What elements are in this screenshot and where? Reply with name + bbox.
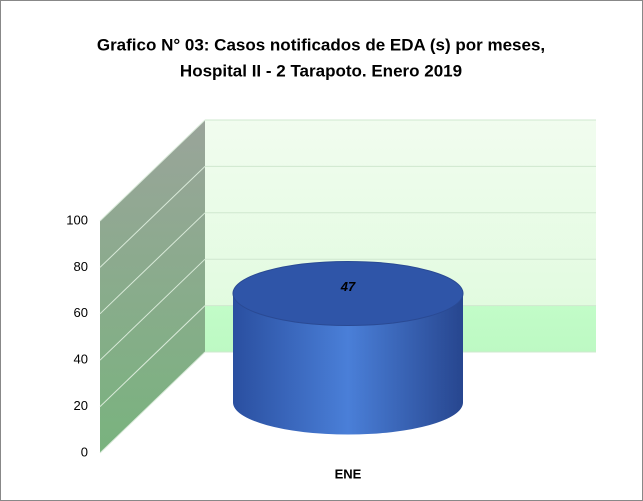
bar: [233, 293, 463, 435]
y-tick-label: 40: [74, 352, 88, 367]
data-label: 47: [340, 279, 356, 294]
side-wall: [100, 120, 205, 453]
grid-line: [99, 212, 206, 315]
chart-title: Hospital II - 2 Tarapoto. Enero 2019: [180, 61, 462, 80]
grid-line: [99, 119, 206, 222]
x-tick-label: ENE: [335, 466, 362, 481]
grid-line: [99, 166, 206, 268]
y-tick-label: 100: [66, 212, 88, 227]
y-tick-label: 20: [74, 398, 88, 413]
bar-top: [232, 260, 464, 326]
grid-line: [99, 305, 206, 407]
chart-title: Grafico N° 03: Casos notificados de EDA …: [97, 35, 545, 54]
y-tick-label: 60: [74, 305, 88, 320]
y-tick-label: 80: [74, 259, 88, 274]
y-tick-label: 0: [81, 444, 88, 459]
grid-line: [99, 351, 206, 454]
grid-line: [99, 258, 206, 361]
